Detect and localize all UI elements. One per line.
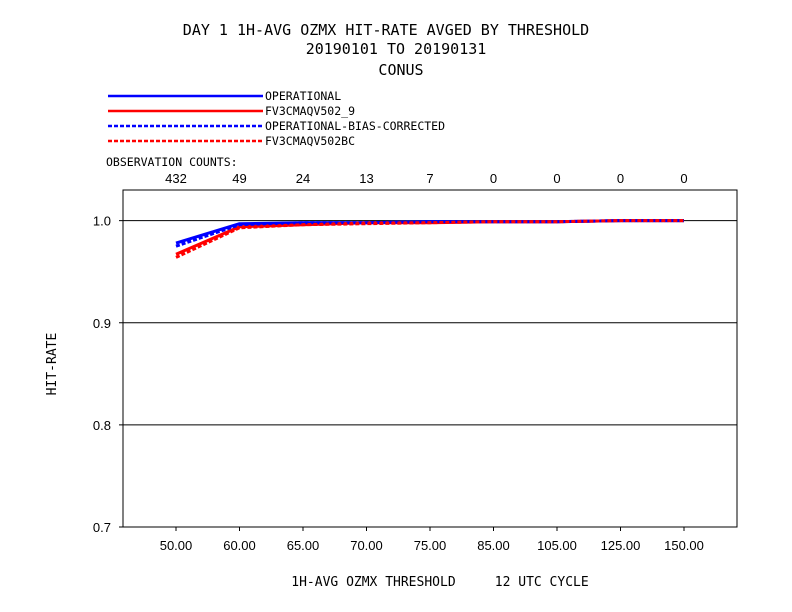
x-tick-label: 105.00 <box>537 538 577 553</box>
x-axis-label: 1H-AVG OZMX THRESHOLD 12 UTC CYCLE <box>291 575 588 590</box>
gridlines <box>123 220 737 426</box>
x-tick-label: 125.00 <box>601 538 641 553</box>
legend-label: FV3CMAQV502_9 <box>265 104 355 118</box>
x-tick-label: 60.00 <box>223 538 256 553</box>
series-line-3 <box>175 219 684 248</box>
y-axis-ticks: 0.7 0.8 0.9 1.0 <box>93 214 123 535</box>
y-tick-label: 0.8 <box>93 418 111 433</box>
observation-count: 432 <box>165 171 187 186</box>
x-tick-label: 70.00 <box>350 538 383 553</box>
data-series <box>175 219 684 259</box>
legend-label: FV3CMAQV502BC <box>265 134 355 148</box>
x-tick-label: 85.00 <box>477 538 510 553</box>
observation-count: 24 <box>296 171 310 186</box>
x-tick-label: 150.00 <box>664 538 704 553</box>
observation-count: 7 <box>426 171 433 186</box>
observation-count: 0 <box>617 171 624 186</box>
observation-count: 49 <box>232 171 246 186</box>
chart-subtitle-dates: 20190101 TO 20190131 <box>306 40 487 58</box>
x-axis-ticks: 50.00 60.00 65.00 70.00 75.00 85.00 105.00 125.… <box>160 527 704 553</box>
y-tick-label: 1.0 <box>93 214 111 229</box>
series-line-4 <box>175 219 684 259</box>
legend-label: OPERATIONAL-BIAS-CORRECTED <box>265 119 445 133</box>
observation-count: 0 <box>553 171 560 186</box>
observation-counts-label: OBSERVATION COUNTS: <box>106 155 238 169</box>
observation-count: 0 <box>490 171 497 186</box>
chart-subtitle-region: CONUS <box>378 61 423 79</box>
observation-count: 0 <box>680 171 687 186</box>
x-tick-label: 75.00 <box>414 538 447 553</box>
y-tick-label: 0.7 <box>93 520 111 535</box>
chart-title: DAY 1 1H-AVG OZMX HIT-RATE AVGED BY THRE… <box>183 21 589 39</box>
legend-label: OPERATIONAL <box>265 89 341 103</box>
x-tick-label: 65.00 <box>287 538 320 553</box>
y-tick-label: 0.9 <box>93 316 111 331</box>
x-tick-label: 50.00 <box>160 538 193 553</box>
y-axis-label: HIT-RATE <box>45 333 60 396</box>
observation-count: 13 <box>359 171 373 186</box>
legend: OPERATIONALFV3CMAQV502_9OPERATIONAL-BIAS… <box>108 89 445 148</box>
observation-counts: 432 49 24 13 7 0 0 0 0 <box>165 171 687 186</box>
